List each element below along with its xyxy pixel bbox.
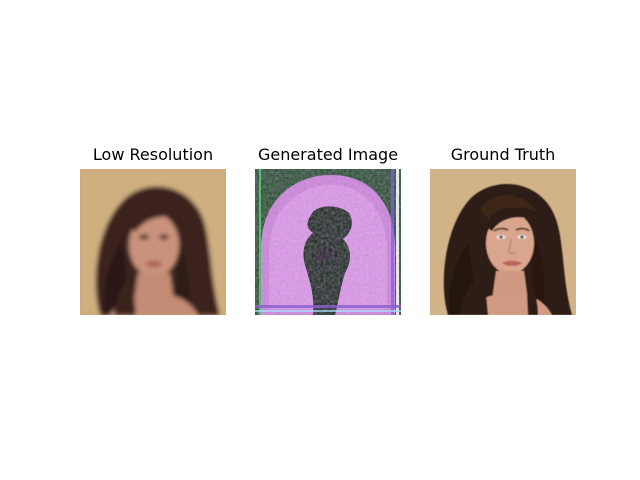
- panel-title: Ground Truth: [450, 145, 556, 164]
- ground-truth-image: [430, 169, 576, 315]
- generated-image: [255, 169, 401, 315]
- panel-title: Generated Image: [257, 145, 399, 164]
- panel-ground-truth: Ground Truth: [430, 143, 576, 315]
- panel-generated-image: Generated Image: [255, 143, 401, 315]
- panel-low-resolution: Low Resolution: [80, 143, 226, 315]
- panel-title: Low Resolution: [92, 145, 214, 164]
- low-resolution-image: [80, 169, 226, 315]
